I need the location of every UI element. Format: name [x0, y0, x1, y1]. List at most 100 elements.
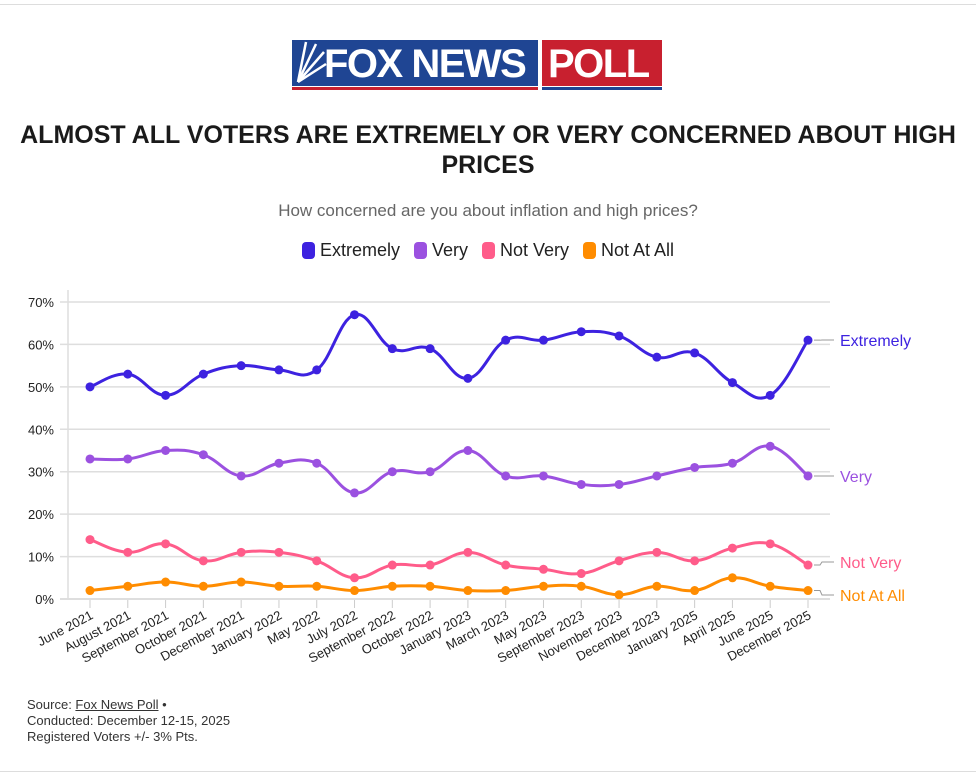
data-point-not-very — [576, 569, 586, 579]
legend-item-extremely[interactable]: Extremely — [301, 240, 400, 261]
data-point-very — [803, 471, 813, 481]
data-point-very — [387, 467, 397, 477]
legend-label: Not Very — [499, 240, 570, 260]
data-point-not-very — [161, 539, 171, 549]
data-point-not-very — [312, 556, 322, 566]
data-point-not-at-all — [614, 590, 624, 600]
logo-blue-stripe — [542, 87, 662, 90]
data-point-not-very — [350, 573, 360, 583]
end-label-connector — [814, 561, 834, 566]
data-point-extremely — [350, 310, 360, 320]
series-line-not-very — [89, 538, 809, 580]
data-point-not-very — [425, 560, 435, 570]
data-point-not-at-all — [274, 581, 284, 591]
logo-red-block — [542, 40, 662, 86]
data-point-extremely — [576, 327, 586, 337]
data-point-extremely — [690, 348, 700, 358]
data-point-not-at-all — [538, 581, 548, 591]
series-line-not-at-all — [89, 576, 809, 597]
y-tick-label: 10% — [28, 550, 54, 565]
data-point-not-at-all — [387, 581, 397, 591]
data-point-extremely — [312, 365, 322, 375]
data-point-not-at-all — [123, 581, 133, 591]
data-point-not-at-all — [463, 586, 473, 596]
data-point-not-very — [652, 547, 662, 557]
y-tick-label: 60% — [28, 337, 54, 352]
data-point-very — [425, 467, 435, 477]
data-point-not-very — [690, 556, 700, 566]
data-point-not-very — [387, 560, 397, 570]
legend-item-not-at-all[interactable]: Not At All — [583, 240, 674, 261]
logo-blue-block — [292, 40, 538, 86]
data-point-not-at-all — [652, 581, 662, 591]
data-point-not-at-all — [161, 577, 171, 587]
top-divider — [0, 4, 976, 5]
logo-text-poll: POLL — [548, 42, 650, 86]
data-point-extremely — [765, 390, 775, 400]
data-point-very — [727, 458, 737, 468]
legend-label: Extremely — [319, 240, 400, 260]
data-point-not-at-all — [765, 581, 775, 591]
data-point-extremely — [652, 352, 662, 362]
logo-red-stripe — [292, 87, 538, 90]
legend-swatch — [481, 242, 495, 259]
data-point-very — [690, 462, 700, 472]
end-label-connector — [814, 590, 834, 596]
data-point-very — [312, 458, 322, 468]
source-line: Source: Fox News Poll • — [27, 697, 230, 713]
data-point-very — [614, 479, 624, 489]
data-point-not-at-all — [803, 586, 813, 596]
legend-item-not-very[interactable]: Not Very — [481, 240, 570, 261]
chart-title: ALMOST ALL VOTERS ARE EXTREMELY OR VERY … — [20, 121, 956, 179]
data-point-extremely — [123, 369, 133, 379]
data-point-very — [463, 446, 473, 455]
y-tick-label: 70% — [28, 295, 54, 310]
data-point-not-at-all — [576, 581, 586, 591]
data-point-very — [765, 441, 775, 451]
data-point-very — [350, 488, 360, 498]
data-point-not-at-all — [501, 586, 511, 596]
data-point-not-very — [236, 547, 246, 557]
data-point-not-very — [198, 556, 208, 566]
data-point-very — [576, 479, 586, 489]
series-line-extremely — [89, 313, 810, 400]
y-tick-label: 50% — [28, 380, 54, 395]
legend-swatch — [301, 242, 315, 259]
data-point-very — [274, 458, 284, 468]
data-point-not-at-all — [312, 581, 322, 591]
source-prefix: Source: — [27, 697, 76, 712]
data-point-not-at-all — [350, 586, 360, 596]
source-link[interactable]: Fox News Poll — [75, 697, 159, 712]
data-point-not-at-all — [236, 577, 246, 587]
y-tick-label: 20% — [28, 507, 54, 522]
data-point-not-at-all — [690, 586, 700, 596]
y-tick-label: 30% — [28, 465, 54, 480]
fox-news-poll-logo: FOX NEWS POLL — [292, 40, 662, 92]
data-point-not-very — [765, 539, 775, 549]
data-point-extremely — [198, 369, 208, 379]
data-point-very — [85, 454, 95, 464]
legend-label: Very — [431, 240, 468, 260]
data-point-extremely — [236, 361, 246, 371]
data-point-extremely — [538, 335, 548, 345]
data-point-very — [652, 471, 662, 481]
data-point-not-very — [463, 547, 473, 557]
sample-info: Registered Voters +/- 3% Pts. — [27, 729, 198, 744]
data-point-not-very — [274, 547, 284, 557]
data-point-extremely — [803, 335, 813, 345]
data-point-very — [161, 446, 171, 455]
end-label-very: Very — [840, 469, 872, 486]
data-point-extremely — [425, 344, 435, 354]
searchlight-icon — [296, 41, 327, 84]
data-point-not-very — [501, 560, 511, 570]
data-point-very — [538, 471, 548, 481]
data-point-extremely — [463, 373, 473, 383]
end-label-not-at-all: Not At All — [840, 588, 905, 605]
legend-item-very[interactable]: Very — [413, 240, 468, 261]
data-point-extremely — [387, 344, 397, 354]
end-label-extremely: Extremely — [840, 333, 911, 350]
data-point-extremely — [501, 335, 511, 345]
data-point-not-very — [123, 547, 133, 557]
chart-subtitle: How concerned are you about inflation an… — [278, 201, 698, 220]
